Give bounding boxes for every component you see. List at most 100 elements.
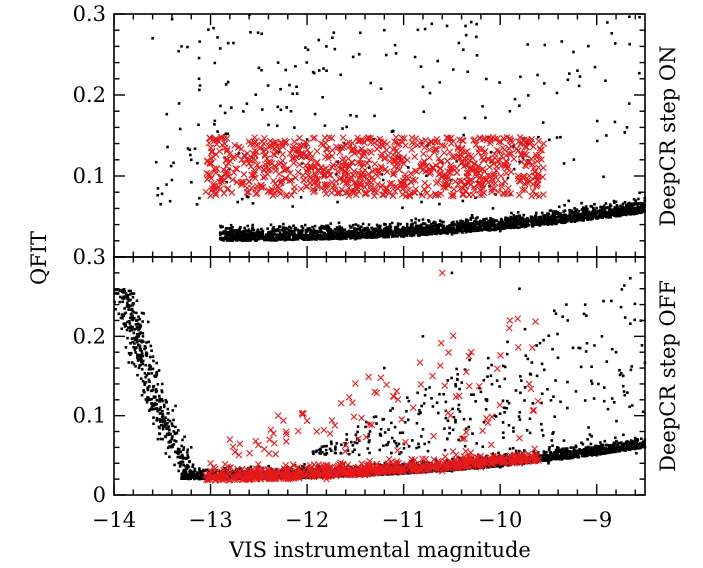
data-point bbox=[517, 219, 521, 223]
data-point bbox=[395, 231, 398, 234]
data-point bbox=[383, 222, 386, 226]
injected-point bbox=[465, 169, 472, 176]
data-point bbox=[481, 227, 484, 231]
data-point bbox=[283, 234, 287, 238]
injected-point bbox=[303, 140, 311, 147]
data-point bbox=[388, 228, 391, 232]
injected-point bbox=[279, 157, 286, 165]
data-point bbox=[632, 209, 636, 213]
data-point bbox=[300, 162, 304, 165]
data-point bbox=[491, 223, 495, 226]
injected-point bbox=[240, 170, 248, 178]
data-point bbox=[614, 210, 617, 214]
injected-point bbox=[390, 155, 398, 163]
data-point bbox=[474, 217, 478, 220]
injected-point bbox=[494, 157, 502, 165]
data-point bbox=[508, 220, 511, 224]
data-point bbox=[467, 225, 471, 229]
data-point bbox=[557, 214, 561, 217]
data-point bbox=[303, 233, 307, 237]
data-point bbox=[320, 224, 323, 228]
data-point bbox=[628, 208, 632, 212]
data-point bbox=[231, 238, 235, 242]
data-point bbox=[609, 209, 612, 212]
data-point bbox=[523, 221, 526, 225]
data-point bbox=[519, 75, 522, 79]
data-point bbox=[609, 204, 613, 208]
data-point bbox=[440, 224, 443, 228]
injected-point bbox=[437, 190, 445, 198]
data-point bbox=[526, 217, 529, 220]
injected-point bbox=[332, 143, 340, 151]
data-point bbox=[431, 221, 435, 225]
data-point bbox=[369, 81, 373, 85]
data-point bbox=[363, 236, 367, 239]
data-point bbox=[241, 230, 245, 233]
data-point bbox=[414, 226, 417, 229]
data-point bbox=[390, 231, 394, 234]
injected-point bbox=[528, 160, 536, 168]
data-point bbox=[613, 120, 617, 124]
data-point bbox=[404, 233, 408, 236]
data-point bbox=[516, 210, 520, 214]
data-point bbox=[272, 226, 276, 229]
data-point bbox=[279, 238, 282, 241]
data-point bbox=[305, 234, 309, 237]
data-point bbox=[617, 212, 621, 215]
data-point bbox=[226, 132, 230, 136]
injected-point bbox=[458, 159, 466, 167]
data-point bbox=[636, 204, 640, 207]
data-point bbox=[304, 231, 308, 235]
injected-point bbox=[411, 153, 419, 161]
data-point bbox=[229, 226, 233, 230]
data-point bbox=[295, 92, 299, 95]
data-point bbox=[547, 221, 551, 225]
data-point bbox=[568, 212, 572, 215]
data-point bbox=[263, 237, 266, 240]
injected-point bbox=[351, 179, 359, 186]
data-point bbox=[295, 85, 298, 89]
data-point bbox=[635, 207, 638, 210]
data-point bbox=[588, 212, 592, 216]
data-point bbox=[223, 111, 227, 115]
data-point bbox=[575, 214, 579, 218]
data-point bbox=[154, 160, 158, 164]
data-point bbox=[637, 197, 640, 201]
data-point bbox=[639, 203, 643, 207]
data-point bbox=[250, 233, 254, 237]
data-point bbox=[393, 229, 397, 233]
data-point bbox=[261, 108, 264, 111]
data-point bbox=[431, 232, 435, 235]
data-point bbox=[251, 202, 255, 205]
data-point bbox=[231, 235, 235, 239]
data-point bbox=[438, 222, 441, 226]
injected-point bbox=[447, 140, 455, 147]
data-point bbox=[574, 209, 577, 213]
data-point bbox=[257, 232, 260, 236]
data-point bbox=[639, 209, 643, 213]
data-point bbox=[462, 226, 465, 229]
data-point bbox=[303, 238, 307, 241]
data-point bbox=[252, 233, 255, 237]
injected-point bbox=[476, 135, 484, 142]
data-point bbox=[627, 102, 631, 105]
data-point bbox=[251, 229, 254, 232]
data-point bbox=[456, 228, 460, 232]
data-point bbox=[563, 215, 567, 219]
data-point bbox=[401, 206, 404, 210]
data-point bbox=[621, 202, 625, 206]
injected-point bbox=[340, 178, 347, 185]
data-point bbox=[554, 220, 557, 224]
data-point bbox=[462, 48, 465, 51]
data-point bbox=[491, 218, 495, 221]
data-point bbox=[323, 124, 327, 127]
injected-point bbox=[284, 165, 292, 173]
data-point bbox=[584, 211, 588, 214]
data-point bbox=[237, 228, 241, 232]
data-point bbox=[605, 211, 609, 214]
data-point bbox=[197, 77, 201, 81]
data-point bbox=[434, 230, 438, 233]
top-panel-crosses bbox=[202, 133, 548, 200]
data-point bbox=[459, 219, 462, 223]
injected-point bbox=[398, 134, 406, 142]
